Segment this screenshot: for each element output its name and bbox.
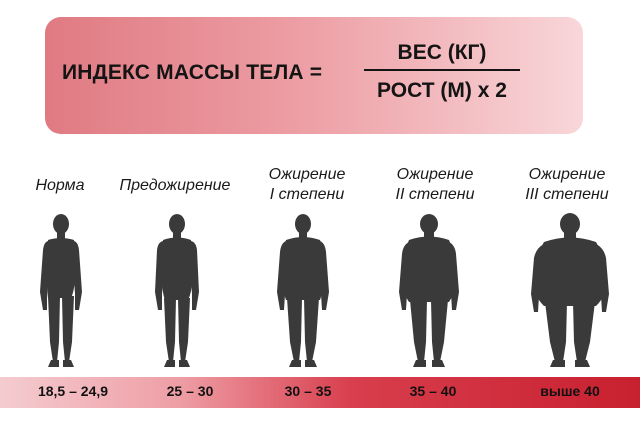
- category-label-obesity-3: Ожирение III степени: [517, 165, 617, 205]
- formula-fraction: ВЕС (КГ) РОСТ (М) х 2: [364, 41, 520, 103]
- formula-denominator: РОСТ (М) х 2: [377, 79, 507, 102]
- category-label-norm: Норма: [30, 176, 90, 196]
- category-label-obesity-2: Ожирение II степени: [390, 165, 480, 205]
- range-label-obesity-3: выше 40: [540, 383, 600, 399]
- slim-body-icon: [40, 214, 82, 367]
- obesity-3-body-icon: [531, 213, 609, 367]
- range-label-obesity-1: 30 – 35: [284, 383, 332, 399]
- category-name-line2: I степени: [269, 186, 345, 203]
- category-name-line1: Ожирение: [268, 166, 346, 183]
- range-label-norm: 18,5 – 24,9: [37, 383, 109, 399]
- range-label-obesity-2: 35 – 40: [409, 383, 457, 399]
- formula-numerator: ВЕС (КГ): [397, 41, 487, 64]
- obesity-2-body-icon: [399, 214, 459, 367]
- category-label-preobesity: Предожирение: [109, 176, 241, 196]
- category-name-line2: III степени: [525, 186, 609, 203]
- category-name: Предожирение: [119, 177, 231, 194]
- overweight-body-icon: [155, 214, 199, 367]
- bmi-formula-panel: ИНДЕКС МАССЫ ТЕЛА = ВЕС (КГ) РОСТ (М) х …: [45, 17, 583, 134]
- category-name-line2: II степени: [395, 186, 475, 203]
- category-name-line1: Ожирение: [396, 166, 474, 183]
- range-label-preobesity: 25 – 30: [166, 383, 214, 399]
- formula-label: ИНДЕКС МАССЫ ТЕЛА =: [62, 61, 323, 84]
- category-name-line1: Ожирение: [528, 166, 606, 183]
- category-name: Норма: [35, 177, 85, 194]
- obesity-1-body-icon: [277, 214, 329, 367]
- category-label-obesity-1: Ожирение I степени: [262, 165, 352, 205]
- bmi-range-bar: [0, 377, 640, 408]
- fraction-line: [364, 69, 520, 71]
